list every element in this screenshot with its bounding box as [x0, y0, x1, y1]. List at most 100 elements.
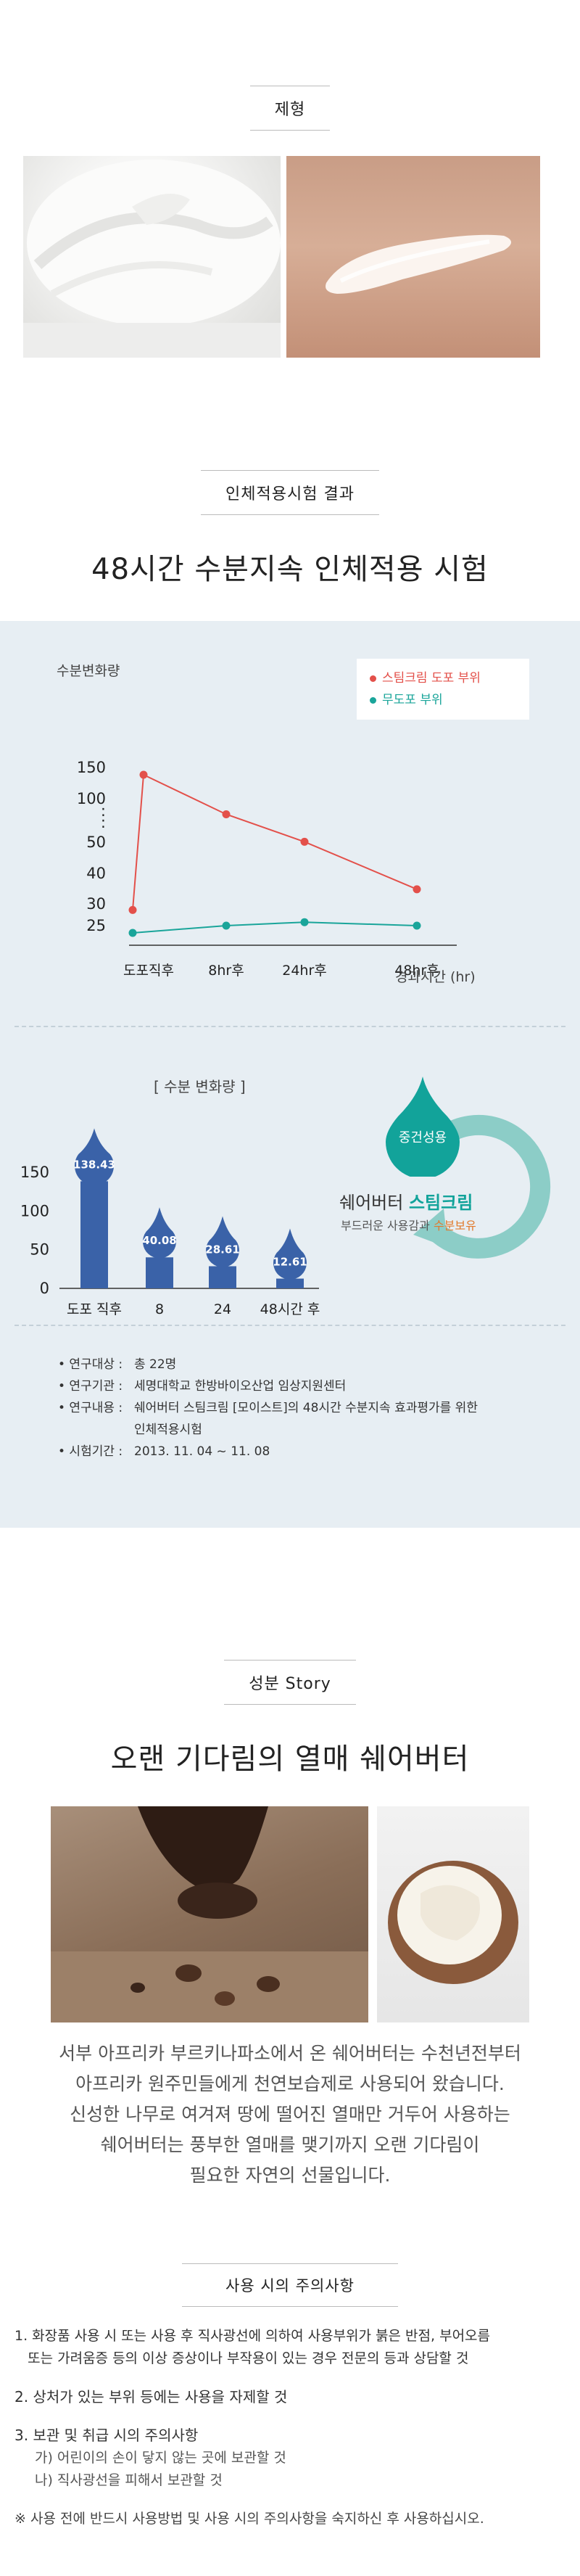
cream-swatch-image — [326, 234, 511, 294]
bar-x-tick: 24 — [214, 1301, 231, 1317]
line-point — [139, 770, 148, 779]
badge-tagline: 부드러운 사용감과 수분보유 — [341, 1216, 476, 1233]
study-info-key: • 연구기관 : — [58, 1379, 123, 1394]
bar — [276, 1278, 304, 1288]
texture-tag-label: 제형 — [249, 86, 331, 131]
shea-harvest-image — [51, 1806, 368, 2022]
shea-harvest-photo — [51, 1806, 368, 2022]
line-y-tick: 100 — [77, 790, 106, 807]
study-info-row: • 연구대상 : 총 22명 — [58, 1354, 478, 1375]
cream-jar-image — [23, 160, 281, 358]
badge-brand-accent: 스팀크림 — [408, 1193, 473, 1213]
story-headline: 오랜 기다림의 열매 쉐어버터 — [110, 1742, 470, 1776]
caution-tag-label: 사용 시의 주의사항 — [182, 2263, 398, 2307]
shea-butter-image — [388, 1861, 518, 1984]
story-line: 쉐어버터는 풍부한 열매를 맺기까지 오랜 기다림이 — [100, 2134, 480, 2155]
line-point — [413, 885, 421, 894]
caution-item-2: 2. 상처가 있는 부위 등에는 사용을 자제할 것 — [14, 2388, 288, 2406]
bar-y-tick: 0 — [40, 1280, 49, 1297]
caution-list: 1. 화장품 사용 시 또는 사용 후 직사광선에 의하여 사용부위가 붉은 반… — [14, 2325, 566, 2530]
bar-value-label: 138.43 — [73, 1158, 115, 1171]
badge-circle-text: 중건성용 — [398, 1130, 447, 1145]
texture-section-tag: 제형 — [0, 86, 580, 131]
study-info-key: • 시험기간 : — [58, 1444, 123, 1459]
legend-dot-red — [370, 675, 376, 682]
line-y-tick: : — [101, 814, 106, 831]
cream-jar-photo — [23, 156, 281, 358]
bar-value-drop — [143, 1207, 177, 1259]
chart-divider-1 — [14, 1026, 566, 1027]
study-info-value: 2013. 11. 04 ~ 11. 08 — [134, 1444, 270, 1459]
legend-label-treated: 스팀크림 도포 부위 — [382, 671, 481, 686]
caution-item-1-line-2: 또는 가려움증 등의 이상 증상이나 부작용이 있는 경우 전문의 등과 상담할… — [14, 2350, 469, 2366]
line-point — [222, 810, 231, 818]
line-y-tick: 50 — [86, 834, 106, 851]
bar-chart-title: [ 수분 변화량 ] — [154, 1078, 246, 1095]
bar-value-label: 40.08 — [142, 1234, 176, 1247]
cream-swatch-photo — [286, 156, 540, 358]
line-point — [300, 837, 309, 846]
study-info-value: 세명대학교 한방바이오산업 임상지원센터 — [134, 1379, 347, 1394]
line-series-1 — [132, 921, 418, 934]
line-series-0 — [132, 773, 418, 910]
bar-x-tick: 도포 직후 — [67, 1301, 122, 1317]
study-info-row: 인체적용시험 — [58, 1419, 478, 1441]
study-info-row: • 연구기관 : 세명대학교 한방바이오산업 임상지원센터 — [58, 1375, 478, 1397]
line-point — [413, 921, 421, 930]
line-y-tick: 40 — [86, 865, 106, 882]
line-chart-xlabel: 경과시간 (hr) — [395, 969, 476, 985]
line-x-tick: 48hr후 — [394, 963, 439, 979]
line-point — [300, 918, 309, 926]
bar-value-label: 28.61 — [205, 1243, 239, 1256]
badge-drop-shape — [386, 1077, 460, 1179]
bar-value-drop — [206, 1216, 239, 1267]
story-paragraph: 서부 아프리카 부르키나파소에서 온 쉐어버터는 수천년전부터 아프리카 원주민… — [0, 2038, 580, 2191]
bar-value-drop — [273, 1228, 307, 1280]
line-y-tick: : — [101, 802, 106, 820]
line-point — [128, 929, 137, 937]
line-x-tick: 8hr후 — [208, 963, 244, 979]
badge-tagline-accent: 수분보유 — [433, 1219, 476, 1233]
legend-dot-teal — [370, 696, 376, 704]
bar-y-tick: 100 — [20, 1202, 49, 1219]
legend-label-untreated: 무도포 부위 — [382, 693, 443, 707]
caution-item-1-line-1: 1. 화장품 사용 시 또는 사용 후 직사광선에 의하여 사용부위가 붉은 반… — [14, 2328, 491, 2344]
clinical-chart-panel: 수분변화량 스팀크림 도포 부위 무도포 부위 25 30 40 50::100 150… — [0, 621, 580, 1528]
caution-footer: ※ 사용 전에 반드시 사용방법 및 사용 시의 주의사항을 숙지하신 후 사용… — [14, 2511, 484, 2527]
study-info-key: • 연구대상 : — [58, 1357, 123, 1372]
bar-value-drop — [75, 1128, 115, 1186]
bar-y-tick: 50 — [30, 1241, 49, 1259]
caution-item-3b: 나) 직사광선을 피해서 보관할 것 — [35, 2472, 223, 2488]
line-chart-ylabel: 수분변화량 — [57, 663, 120, 679]
line-x-tick: 도포직후 — [123, 963, 174, 979]
shea-butter-photo — [377, 1806, 529, 2022]
story-line: 아프리카 원주민들에게 천연보습제로 사용되어 왔습니다. — [75, 2073, 505, 2094]
bar-x-tick: 48시간 후 — [260, 1301, 320, 1317]
story-section-tag: 성분 Story — [0, 1660, 580, 1705]
line-y-tick: 30 — [86, 895, 106, 913]
bar — [146, 1257, 173, 1288]
line-y-tick: 25 — [86, 917, 106, 934]
caution-section-tag: 사용 시의 주의사항 — [0, 2263, 580, 2307]
legend-item-untreated: 무도포 부위 — [370, 689, 516, 711]
story-tag-label: 성분 Story — [224, 1660, 356, 1705]
study-info-list: • 연구대상 : 총 22명 • 연구기관 : 세명대학교 한방바이오산업 임상지원… — [58, 1354, 478, 1462]
line-point — [222, 921, 231, 930]
study-info-key — [58, 1419, 134, 1441]
story-line: 필요한 자연의 선물입니다. — [189, 2165, 391, 2186]
bar-y-tick: 150 — [20, 1164, 49, 1181]
legend-item-treated: 스팀크림 도포 부위 — [370, 667, 516, 689]
line-chart-legend: 스팀크림 도포 부위 무도포 부위 — [357, 659, 529, 720]
study-info-value: 총 22명 — [134, 1357, 177, 1372]
story-line: 신성한 나무로 여겨져 땅에 떨어진 열매만 거두어 사용하는 — [70, 2104, 510, 2125]
chart-divider-2 — [14, 1325, 566, 1326]
clinical-tag-label: 인체적용시험 결과 — [201, 470, 379, 515]
line-point — [128, 905, 137, 914]
badge-brand-plain: 쉐어버터 — [339, 1193, 409, 1213]
bar — [209, 1266, 236, 1288]
line-x-tick: 24hr후 — [282, 963, 327, 979]
badge-drop: 중건성용 — [386, 1077, 460, 1179]
caution-item-3: 3. 보관 및 취급 시의 주의사항 — [14, 2427, 199, 2444]
bar-chart: 0 50 100 150 138.43 도포 직후 40.08 8 28.61 24 12.61 48… — [20, 1128, 320, 1317]
